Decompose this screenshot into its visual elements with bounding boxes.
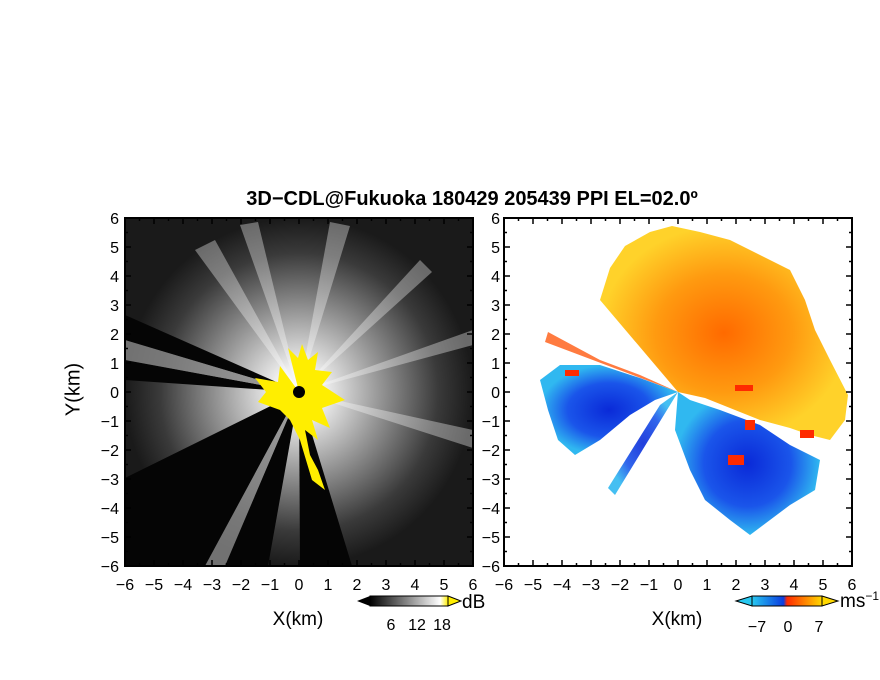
y-tick-label: 4	[491, 269, 500, 286]
y-tick-label: 1	[110, 356, 119, 373]
x-tick-label: −1	[640, 577, 658, 594]
colorbar-unit: ms−1	[840, 589, 879, 612]
x-tick-label: 3	[761, 577, 770, 594]
y-tick-label: −4	[101, 501, 119, 518]
y-tick-label: 0	[110, 385, 119, 402]
x-tick-label: −3	[203, 577, 221, 594]
x-tick-label: 3	[382, 577, 391, 594]
receding-velocity-region	[600, 226, 848, 440]
approaching-velocity-lobe	[675, 392, 820, 535]
x-tick-label: 0	[295, 577, 304, 594]
x-axis-label-right: X(km)	[652, 609, 703, 630]
y-tick-label: 6	[491, 211, 500, 228]
x-tick-label: −5	[145, 577, 163, 594]
x-tick-label: −6	[116, 577, 134, 594]
x-tick-label: 1	[324, 577, 333, 594]
y-tick-label: 5	[110, 240, 119, 257]
y-tick-label: −2	[101, 443, 119, 460]
x-tick-label: −3	[582, 577, 600, 594]
reflectivity-rays	[195, 222, 473, 448]
colorbar-tick: 7	[815, 619, 824, 636]
x-tick-label: 5	[440, 577, 449, 594]
approaching-velocity-spoke	[608, 392, 678, 495]
reflectivity-colorbar: 6 12 18 dB	[357, 592, 485, 634]
x-tick-label: −2	[611, 577, 629, 594]
y-tick-label: 2	[110, 327, 119, 344]
receding-velocity-band	[545, 332, 678, 392]
velocity-axes: −6 −5 −4 −3 −2 −1 0 1 2 3 4 5 6 6 5 4 3 2 1 0 −1 −2 −3 −4 −5 −6	[482, 211, 857, 594]
y-tick-label: −1	[482, 414, 500, 431]
y-tick-label: −6	[101, 559, 119, 576]
colorbar-tick: 12	[408, 617, 426, 634]
x-tick-label: 1	[703, 577, 712, 594]
reflectivity-axes: −6 −5 −4 −3 −2 −1 0 1 2 3 4 5 6 6 5 4 3 2 1 0 −1 −2 −3 −4 −5 −6	[101, 211, 478, 594]
x-tick-label: 6	[469, 577, 478, 594]
y-tick-label: 0	[491, 385, 500, 402]
y-tick-label: −2	[482, 443, 500, 460]
velocity-panel	[504, 218, 852, 566]
velocity-colorbar: −7 0 7 ms−1	[734, 589, 879, 636]
x-tick-label: −4	[174, 577, 192, 594]
x-tick-label: −2	[232, 577, 250, 594]
partial-beam	[125, 340, 299, 566]
x-tick-label: 0	[674, 577, 683, 594]
y-tick-label: −3	[482, 472, 500, 489]
x-tick-label: 4	[411, 577, 420, 594]
colorbar-tick: 18	[433, 617, 451, 634]
reflectivity-panel	[125, 218, 473, 566]
y-tick-label: 3	[491, 298, 500, 315]
y-tick-label: −6	[482, 559, 500, 576]
x-tick-label: 6	[848, 577, 857, 594]
y-tick-label: 1	[491, 356, 500, 373]
velocity-folding-speckle	[565, 370, 814, 465]
x-tick-label: −1	[261, 577, 279, 594]
y-tick-label: −5	[101, 530, 119, 547]
y-tick-label: 5	[491, 240, 500, 257]
radar-site-marker	[293, 386, 305, 398]
y-tick-label: 4	[110, 269, 119, 286]
colorbar-unit: dB	[462, 592, 485, 613]
y-tick-label: −4	[482, 501, 500, 518]
colorbar-tick: −7	[748, 619, 766, 636]
x-tick-label: −4	[553, 577, 571, 594]
chart-title: 3D−CDL@Fukuoka 180429 205439 PPI EL=02.0…	[246, 188, 698, 210]
y-tick-label: −5	[482, 530, 500, 547]
x-tick-label: 2	[353, 577, 362, 594]
colorbar-tick: 6	[387, 617, 396, 634]
y-tick-label: 6	[110, 211, 119, 228]
y-tick-label: 3	[110, 298, 119, 315]
saturated-echo	[255, 344, 345, 490]
x-tick-label: 4	[790, 577, 799, 594]
y-tick-label: 2	[491, 327, 500, 344]
colorbar-tick: 0	[784, 619, 793, 636]
x-tick-label: −5	[524, 577, 542, 594]
y-tick-label: −1	[101, 414, 119, 431]
x-tick-label: 5	[819, 577, 828, 594]
y-tick-label: −3	[101, 472, 119, 489]
x-tick-label: −6	[495, 577, 513, 594]
x-axis-label-left: X(km)	[273, 609, 324, 630]
x-tick-label: 2	[732, 577, 741, 594]
approaching-velocity-region	[540, 365, 678, 455]
